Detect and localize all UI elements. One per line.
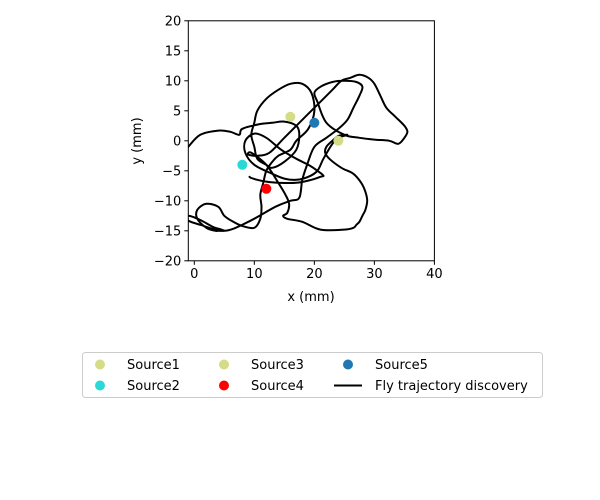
source-point-source4: [261, 183, 272, 194]
legend-marker-source3: [219, 359, 229, 370]
x-tick-label: 20: [306, 267, 323, 282]
legend-label: Source3: [251, 358, 304, 373]
x-tick-label: 0: [190, 267, 198, 282]
legend-marker-source4: [219, 380, 229, 391]
y-tick-label: 15: [165, 44, 182, 59]
source-points: [237, 111, 344, 194]
source-point-source2: [237, 159, 248, 170]
y-axis-label: y (mm): [130, 117, 145, 164]
y-tick-label: 0: [173, 134, 181, 149]
x-axis-ticks: 0 10 20 30 40: [190, 260, 443, 282]
legend-label: Source5: [375, 358, 428, 373]
legend: Source1 Source2 Source3 Source4 Source5 Fly t…: [82, 352, 543, 398]
legend-label: Source1: [127, 358, 180, 373]
y-tick-label: −5: [162, 164, 181, 179]
legend-marker-source5: [343, 359, 353, 370]
source-point-source1: [285, 111, 296, 122]
y-tick-label: −15: [154, 224, 181, 239]
x-axis-label: x (mm): [287, 290, 334, 305]
source-point-source5: [309, 117, 320, 128]
y-tick-label: 10: [165, 74, 182, 89]
x-tick-label: 30: [366, 267, 383, 282]
y-tick-label: 5: [173, 104, 181, 119]
x-tick-label: 40: [426, 267, 443, 282]
legend-frame: [82, 352, 543, 398]
legend-label: Source2: [127, 379, 180, 394]
legend-label: Fly trajectory discovery: [375, 379, 528, 394]
legend-marker-source1: [95, 359, 105, 370]
legend-label: Source4: [251, 379, 304, 394]
legend-marker-source2: [95, 380, 105, 391]
plot-area: [187, 20, 435, 262]
source-point-source3: [333, 135, 344, 146]
x-tick-label: 10: [246, 267, 263, 282]
y-tick-label: −10: [154, 194, 181, 209]
axes-frame: [187, 20, 435, 262]
y-tick-label: 20: [165, 14, 182, 29]
y-tick-label: −20: [154, 254, 181, 269]
y-axis-ticks: −20 −15 −10 −5 0 5 10 15 20: [154, 14, 189, 269]
